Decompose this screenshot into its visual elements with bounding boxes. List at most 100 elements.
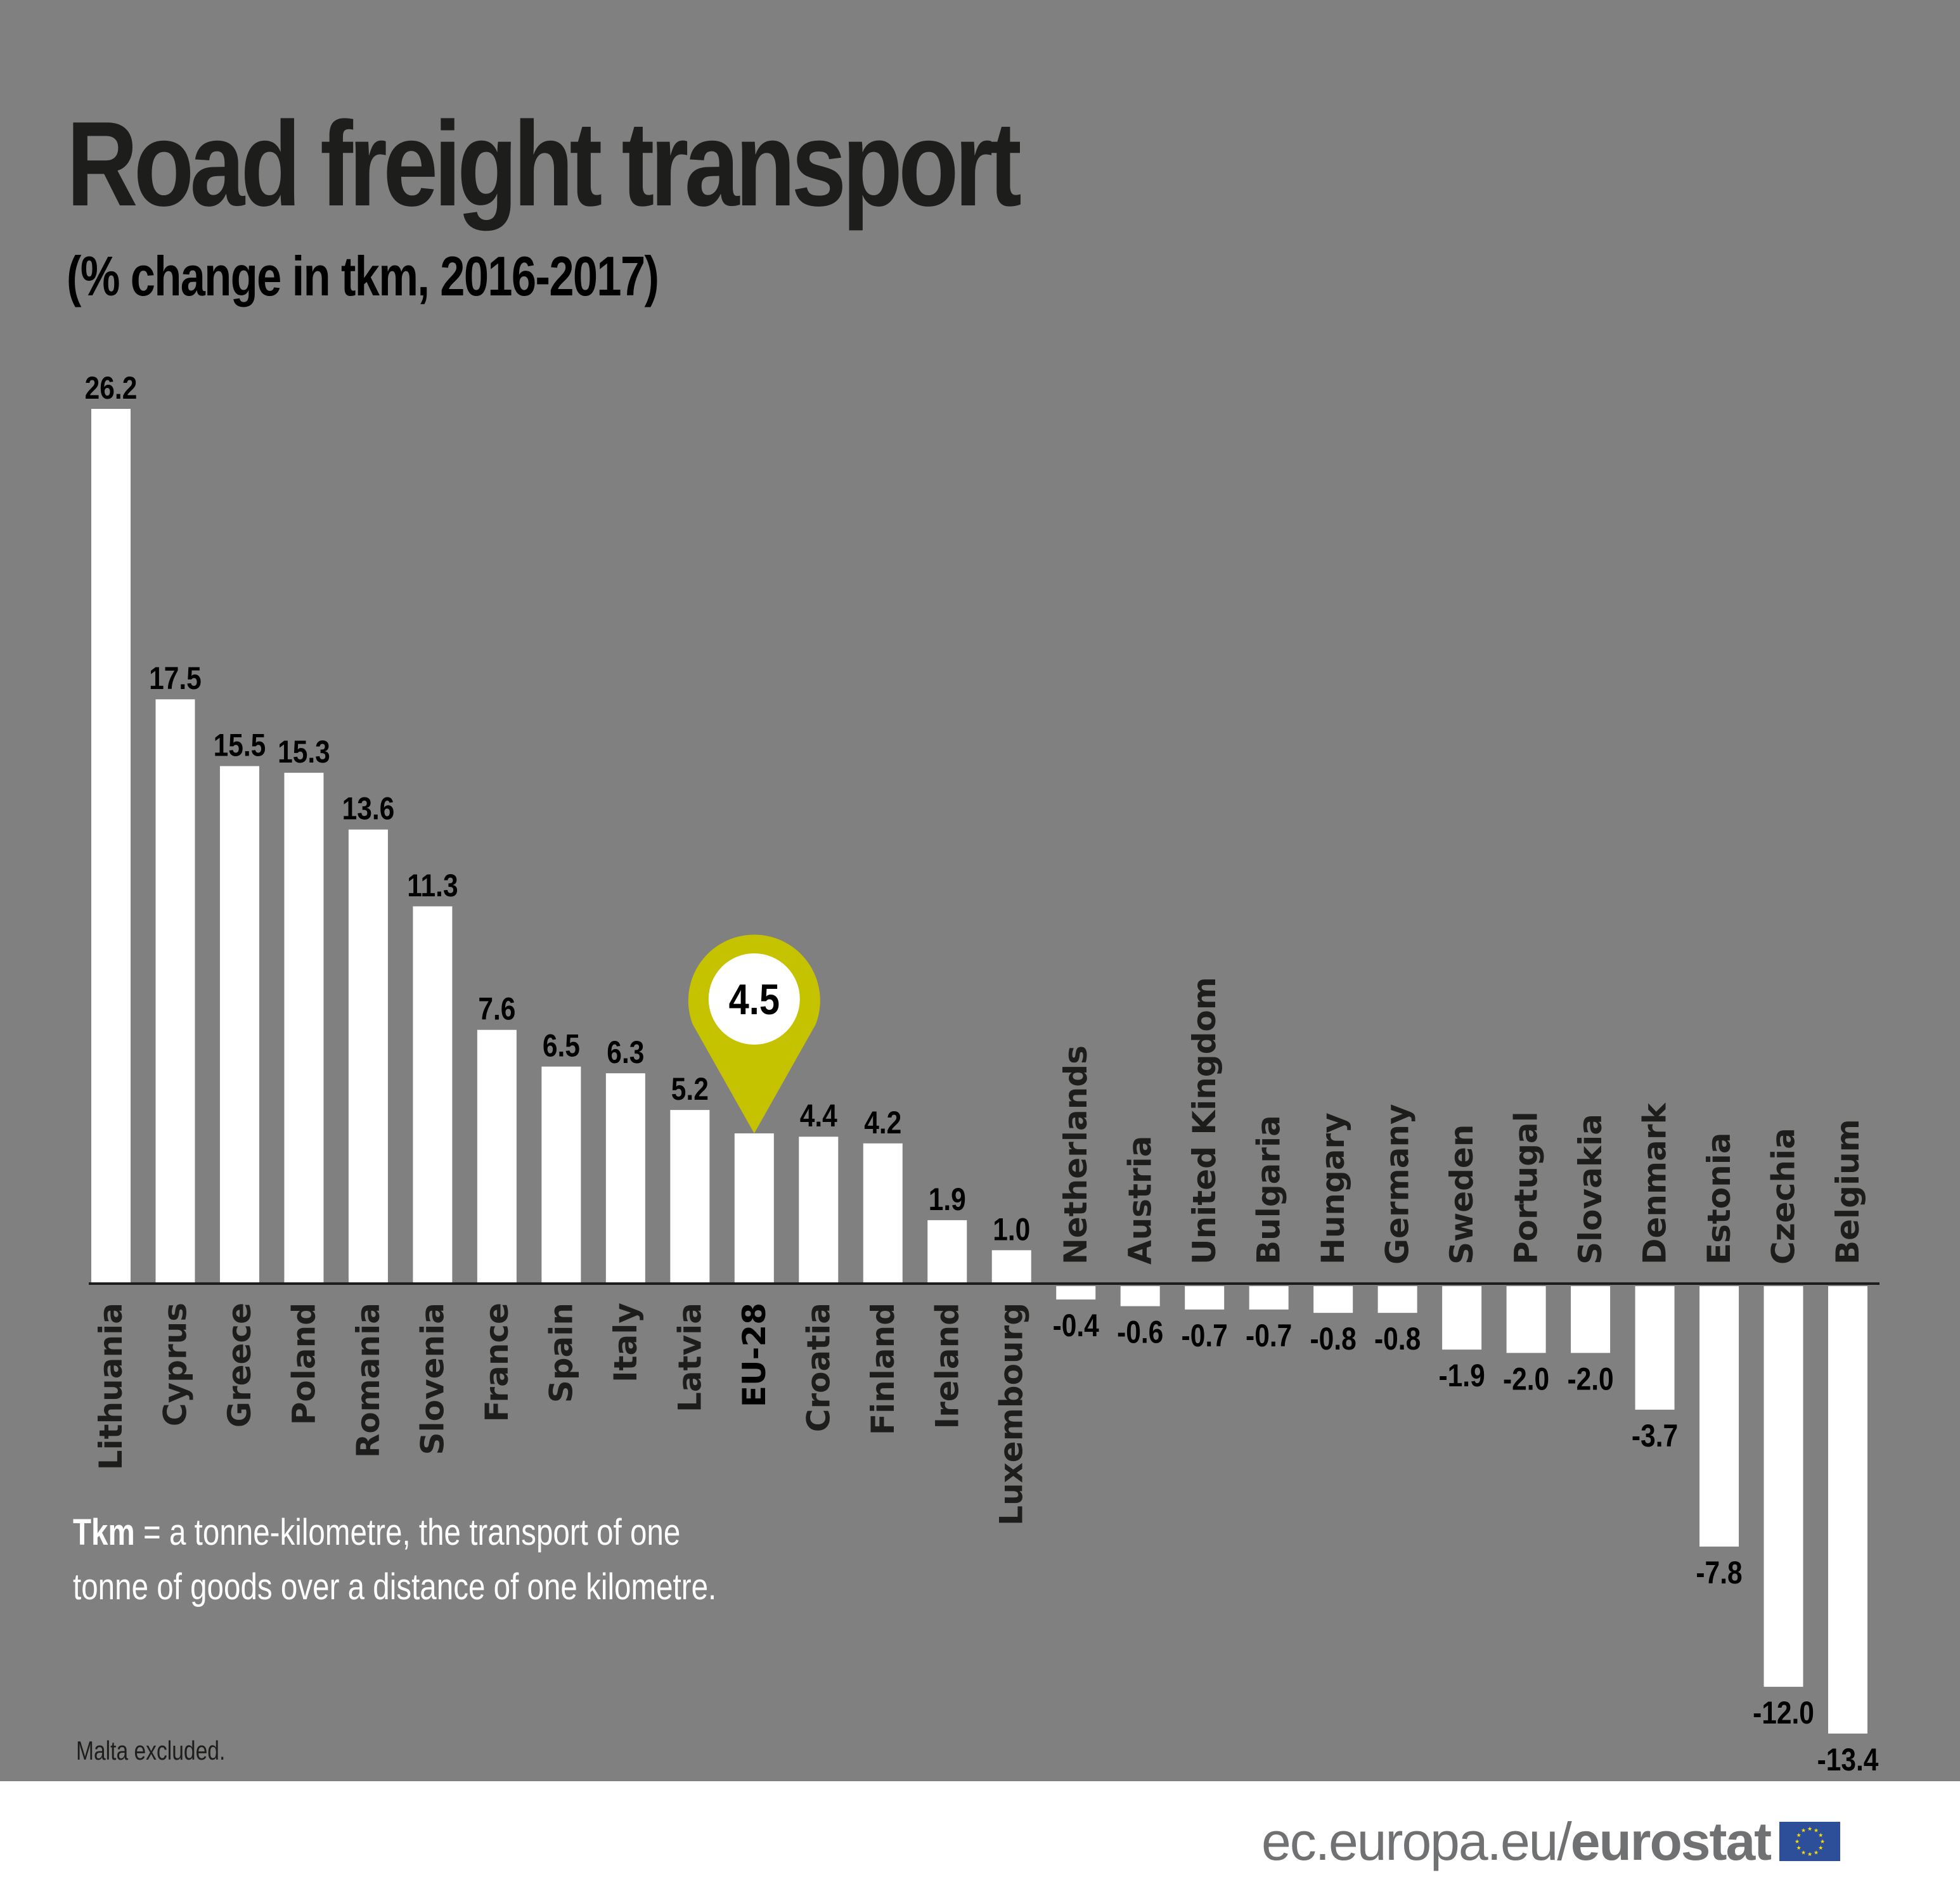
footnote: Malta excluded. bbox=[76, 1736, 226, 1765]
page-title: Road freight transport bbox=[67, 97, 1022, 231]
category-label: France bbox=[479, 1303, 515, 1422]
bar-france bbox=[477, 1029, 517, 1284]
bar-italy bbox=[605, 1073, 645, 1284]
value-label: -0.7 bbox=[1182, 1318, 1228, 1353]
star-icon: ★ bbox=[1818, 1845, 1823, 1852]
bar-portugal bbox=[1506, 1286, 1546, 1353]
bar-cyprus bbox=[155, 699, 195, 1284]
pin-circle bbox=[708, 953, 800, 1045]
highlight-value-label: 4.5 bbox=[729, 976, 780, 1024]
bar-ireland bbox=[927, 1220, 967, 1284]
category-label: Denmark bbox=[1637, 1102, 1673, 1265]
bar-germany bbox=[1377, 1286, 1417, 1313]
value-label: 13.6 bbox=[342, 790, 395, 826]
chart-panel bbox=[0, 0, 1960, 1781]
category-label: Slovenia bbox=[414, 1303, 451, 1455]
category-label: Germany bbox=[1379, 1104, 1416, 1265]
bar-lithuania bbox=[91, 409, 131, 1284]
bar-greece bbox=[219, 766, 259, 1284]
value-label: 15.5 bbox=[214, 727, 266, 763]
bar-estonia bbox=[1699, 1286, 1739, 1547]
eurostat-footer: ec.europa.eu/eurostat ★ ★ ★ ★ ★ ★ ★ ★ ★ ★ ★ ★ bbox=[1261, 1807, 1841, 1876]
eu-flag-icon: ★ ★ ★ ★ ★ ★ ★ ★ ★ ★ ★ ★ bbox=[1779, 1822, 1841, 1861]
category-label: Italy bbox=[607, 1303, 644, 1382]
category-label: Greece bbox=[221, 1303, 258, 1428]
category-label: Spain bbox=[543, 1303, 579, 1403]
bars-layer bbox=[91, 409, 1867, 1734]
value-label: -2.0 bbox=[1567, 1361, 1613, 1396]
bar-hungary bbox=[1313, 1286, 1353, 1313]
category-label: Romania bbox=[350, 1303, 387, 1458]
bar-eu-28 bbox=[734, 1133, 774, 1284]
eu-average-pin: 4.5 bbox=[688, 934, 820, 1133]
note-line2: tonne of goods over a distance of one ki… bbox=[73, 1566, 717, 1608]
value-label: 17.5 bbox=[149, 661, 202, 696]
category-label: Lithuania bbox=[93, 1303, 129, 1470]
category-label: Poland bbox=[285, 1303, 322, 1425]
category-label: Netherlands bbox=[1057, 1045, 1094, 1265]
category-label: Croatia bbox=[800, 1303, 837, 1432]
star-icon: ★ bbox=[1801, 1828, 1806, 1834]
star-icon: ★ bbox=[1820, 1839, 1825, 1845]
bar-belgium bbox=[1828, 1286, 1867, 1734]
bar-romania bbox=[348, 829, 388, 1284]
value-label: 26.2 bbox=[85, 370, 138, 406]
bar-czechia bbox=[1763, 1286, 1803, 1687]
value-label: -2.0 bbox=[1503, 1361, 1549, 1396]
bar-slovenia bbox=[413, 906, 453, 1284]
star-icon: ★ bbox=[1814, 1850, 1819, 1856]
value-label: -0.4 bbox=[1053, 1308, 1099, 1343]
bar-chart: 26.2 17.5 15.5 15.3 13.6 11.3 7.6 6.5 6.3 5.2 4.4 4… bbox=[85, 370, 1879, 1777]
bar-austria bbox=[1120, 1286, 1160, 1306]
category-label: Cyprus bbox=[157, 1303, 193, 1426]
eurostat-link[interactable]: ec.europa.eu/eurostat bbox=[1261, 1811, 1772, 1872]
chart-subtitle: (% change in tkm, 2016-2017) bbox=[67, 245, 659, 307]
value-label: 4.4 bbox=[800, 1098, 837, 1133]
value-label: -0.7 bbox=[1246, 1318, 1292, 1353]
bar-sweden bbox=[1442, 1286, 1482, 1350]
category-label: Finland bbox=[865, 1303, 901, 1435]
note-term: Tkm bbox=[73, 1512, 135, 1553]
url-eurostat: eurostat bbox=[1570, 1811, 1772, 1871]
value-label: 15.3 bbox=[278, 734, 330, 770]
category-label: Slovakia bbox=[1572, 1114, 1609, 1265]
category-label: Belgium bbox=[1829, 1119, 1866, 1265]
value-label: -12.0 bbox=[1753, 1695, 1814, 1731]
tkm-definition-note: Tkm = a tonne-kilometre, the transport o… bbox=[73, 1505, 716, 1615]
value-label: -13.4 bbox=[1817, 1742, 1879, 1777]
value-label: 4.2 bbox=[864, 1105, 901, 1140]
bar-united-kingdom bbox=[1185, 1286, 1225, 1310]
bar-croatia bbox=[799, 1137, 839, 1284]
star-icon: ★ bbox=[1807, 1852, 1812, 1858]
value-label: -0.6 bbox=[1117, 1314, 1163, 1350]
value-label: 6.3 bbox=[607, 1034, 644, 1070]
category-label: Latvia bbox=[671, 1303, 708, 1412]
star-icon: ★ bbox=[1796, 1845, 1802, 1852]
category-label: Sweden bbox=[1443, 1125, 1480, 1265]
category-label: Luxembourg bbox=[993, 1303, 1030, 1526]
note-line1: = a tonne-kilometre, the transport of on… bbox=[134, 1512, 681, 1553]
value-label: -7.8 bbox=[1696, 1555, 1742, 1590]
value-label: -1.9 bbox=[1438, 1358, 1485, 1393]
value-label: 11.3 bbox=[407, 868, 458, 903]
value-label: 1.9 bbox=[929, 1182, 966, 1217]
value-label: 1.0 bbox=[993, 1211, 1030, 1247]
bar-luxembourg bbox=[991, 1250, 1031, 1284]
category-label: Hungary bbox=[1315, 1112, 1351, 1265]
category-label: EU-28 bbox=[736, 1303, 773, 1407]
url-domain: ec.europa.eu/ bbox=[1261, 1811, 1572, 1871]
category-label: Ireland bbox=[929, 1303, 965, 1429]
bar-bulgaria bbox=[1249, 1286, 1289, 1310]
star-icon: ★ bbox=[1807, 1826, 1812, 1833]
star-icon: ★ bbox=[1796, 1833, 1802, 1839]
category-label: Bulgaria bbox=[1251, 1115, 1287, 1265]
category-label: United Kingdom bbox=[1186, 977, 1223, 1265]
bar-latvia bbox=[670, 1110, 710, 1284]
category-label: Austria bbox=[1122, 1136, 1159, 1265]
bar-slovakia bbox=[1571, 1286, 1611, 1353]
star-icon: ★ bbox=[1814, 1828, 1819, 1834]
category-label: Czechia bbox=[1765, 1128, 1802, 1265]
star-icon: ★ bbox=[1801, 1850, 1806, 1856]
star-icon: ★ bbox=[1818, 1833, 1823, 1839]
value-label: 7.6 bbox=[478, 991, 515, 1026]
